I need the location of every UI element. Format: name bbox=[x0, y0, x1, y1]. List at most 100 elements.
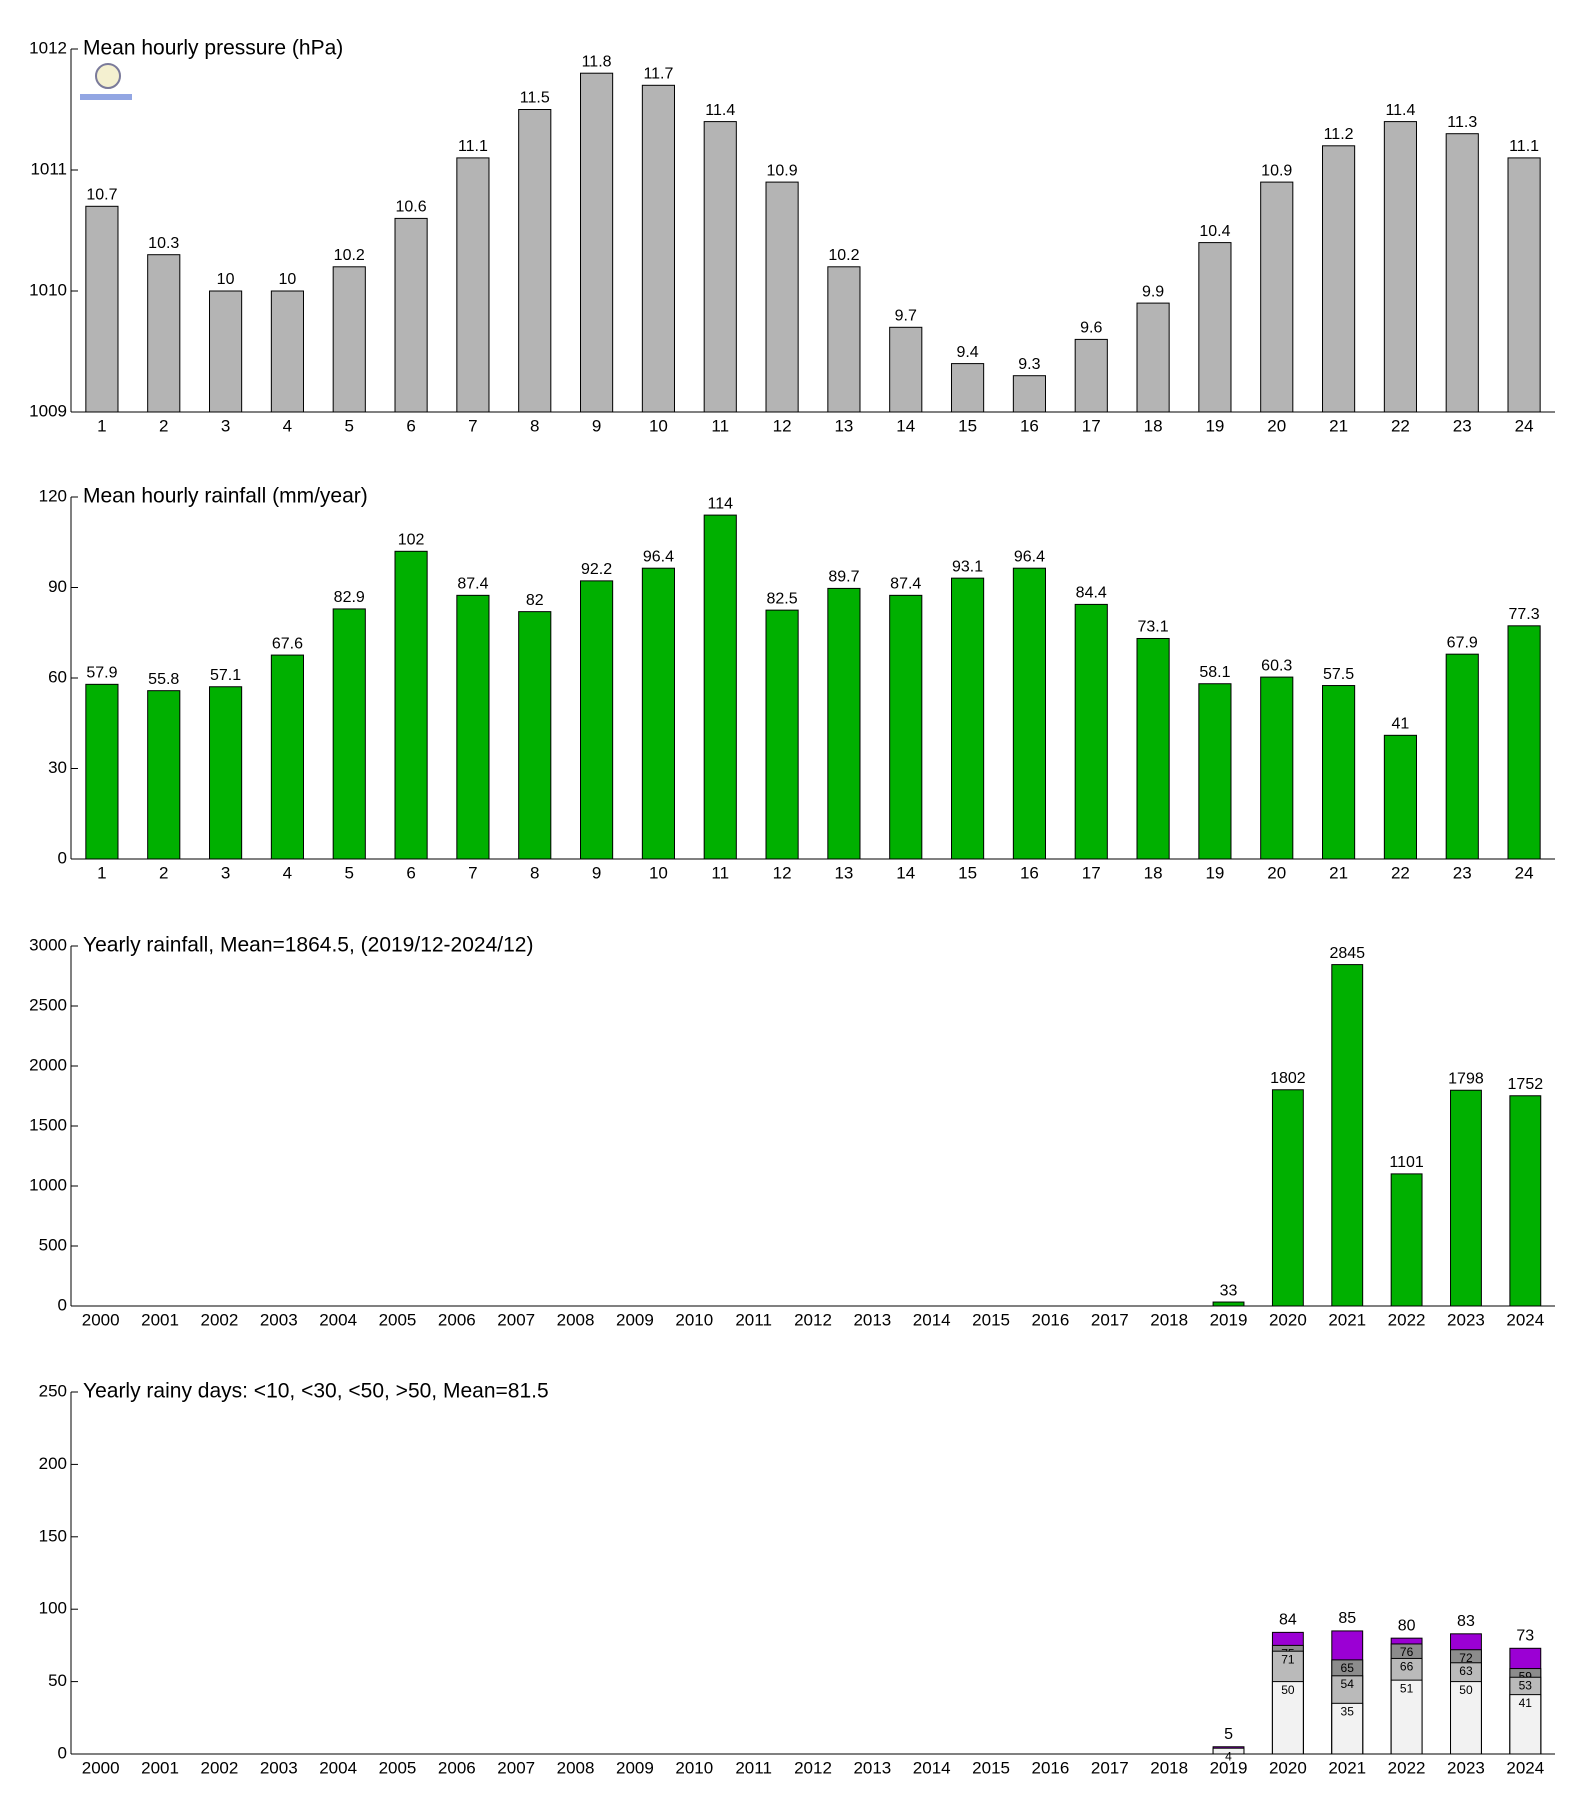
x-tick-label: 22 bbox=[1391, 863, 1410, 882]
value-label: 50 bbox=[1281, 1683, 1295, 1697]
value-label: 10.7 bbox=[86, 187, 117, 204]
x-tick-label: 2017 bbox=[1091, 1310, 1129, 1329]
value-label: 41 bbox=[1392, 716, 1410, 733]
bar bbox=[1074, 603, 1108, 860]
y-tick-label: 2000 bbox=[29, 1055, 67, 1074]
x-tick-label: 2005 bbox=[379, 1310, 417, 1329]
x-tick-label: 1 bbox=[97, 416, 106, 435]
x-tick-label: 2 bbox=[159, 416, 168, 435]
bar bbox=[827, 266, 861, 413]
bar bbox=[1383, 734, 1417, 860]
bar bbox=[765, 181, 799, 413]
value-label: 73.1 bbox=[1138, 619, 1169, 636]
x-tick-label: 2012 bbox=[794, 1758, 832, 1777]
y-tick-label: 60 bbox=[48, 667, 67, 686]
bar bbox=[580, 72, 614, 413]
bar bbox=[1507, 157, 1541, 413]
value-label: 114 bbox=[707, 495, 733, 512]
bar bbox=[1450, 1089, 1482, 1307]
bar bbox=[827, 587, 861, 860]
x-tick-label: 10 bbox=[649, 416, 668, 435]
bar bbox=[518, 109, 552, 413]
bar bbox=[1509, 1095, 1542, 1307]
value-label: 51 bbox=[1400, 1681, 1414, 1695]
bar bbox=[518, 611, 552, 860]
value-label: 76 bbox=[1400, 1645, 1414, 1659]
bar bbox=[147, 254, 181, 413]
value-label: 1101 bbox=[1389, 1154, 1424, 1171]
x-tick-label: 2021 bbox=[1328, 1310, 1366, 1329]
bar bbox=[270, 290, 304, 413]
bar bbox=[1260, 181, 1294, 413]
chart-title: Yearly rainfall, Mean=1864.5, (2019/12-2… bbox=[83, 934, 533, 957]
bar bbox=[641, 567, 675, 860]
x-tick-label: 2017 bbox=[1091, 1758, 1129, 1777]
value-label: 10.3 bbox=[148, 235, 179, 252]
y-tick-label: 1011 bbox=[30, 159, 67, 178]
x-tick-label: 2020 bbox=[1269, 1758, 1307, 1777]
y-tick-label: 0 bbox=[58, 848, 67, 867]
value-label: 89.7 bbox=[828, 569, 859, 586]
value-label: 1802 bbox=[1270, 1070, 1306, 1087]
x-tick-label: 13 bbox=[834, 416, 853, 435]
x-tick-label: 2013 bbox=[853, 1310, 891, 1329]
x-tick-label: 7 bbox=[468, 863, 477, 882]
x-tick-label: 24 bbox=[1515, 863, 1534, 882]
x-tick-label: 2024 bbox=[1506, 1310, 1544, 1329]
value-label: 92.2 bbox=[581, 561, 612, 578]
y-tick-label: 2500 bbox=[29, 995, 67, 1014]
x-tick-label: 2007 bbox=[497, 1758, 535, 1777]
value-label: 11.1 bbox=[458, 138, 488, 155]
x-tick-label: 22 bbox=[1391, 416, 1410, 435]
value-label: 11.3 bbox=[1447, 114, 1477, 131]
x-tick-label: 6 bbox=[406, 416, 415, 435]
x-tick-label: 2004 bbox=[319, 1758, 357, 1777]
bar bbox=[1012, 567, 1046, 860]
x-tick-label: 2014 bbox=[913, 1758, 951, 1777]
x-tick-label: 4 bbox=[283, 863, 292, 882]
value-label: 72 bbox=[1459, 1651, 1473, 1665]
x-tick-label: 2006 bbox=[438, 1758, 476, 1777]
x-tick-label: 16 bbox=[1020, 416, 1039, 435]
value-label: 82.9 bbox=[334, 589, 365, 606]
value-label: 82 bbox=[526, 592, 544, 609]
x-tick-label: 2013 bbox=[853, 1758, 891, 1777]
x-tick-label: 2007 bbox=[497, 1310, 535, 1329]
bar-segment bbox=[1331, 1702, 1364, 1755]
value-label: 80 bbox=[1398, 1617, 1416, 1634]
bar bbox=[332, 266, 366, 413]
value-label: 67.9 bbox=[1447, 634, 1478, 651]
bar bbox=[209, 290, 243, 413]
bar bbox=[332, 608, 366, 860]
value-label: 87.4 bbox=[457, 576, 488, 593]
bar bbox=[85, 683, 119, 860]
y-tick-label: 250 bbox=[39, 1381, 67, 1400]
value-label: 5 bbox=[1224, 1726, 1233, 1743]
x-tick-label: 2023 bbox=[1447, 1310, 1485, 1329]
x-tick-label: 17 bbox=[1082, 416, 1101, 435]
bar bbox=[270, 654, 304, 860]
value-label: 33 bbox=[1220, 1282, 1238, 1299]
y-tick-label: 1010 bbox=[29, 280, 67, 299]
value-label: 9.7 bbox=[895, 308, 917, 325]
value-label: 93.1 bbox=[952, 558, 983, 575]
y-tick-label: 1000 bbox=[29, 1175, 67, 1194]
x-tick-label: 2016 bbox=[1032, 1758, 1070, 1777]
y-tick-label: 120 bbox=[39, 486, 67, 505]
y-tick-label: 150 bbox=[39, 1526, 67, 1545]
value-label: 9.3 bbox=[1018, 356, 1040, 373]
bar bbox=[1074, 338, 1108, 413]
x-tick-label: 2000 bbox=[82, 1310, 120, 1329]
x-tick-label: 2000 bbox=[82, 1758, 120, 1777]
value-label: 10.9 bbox=[767, 162, 798, 179]
x-tick-label: 11 bbox=[711, 416, 729, 435]
x-tick-label: 17 bbox=[1082, 863, 1101, 882]
x-tick-label: 11 bbox=[711, 863, 729, 882]
x-tick-label: 20 bbox=[1267, 416, 1286, 435]
x-tick-label: 18 bbox=[1144, 863, 1163, 882]
x-tick-label: 6 bbox=[406, 863, 415, 882]
x-tick-label: 2008 bbox=[557, 1758, 595, 1777]
value-label: 83 bbox=[1457, 1613, 1475, 1630]
bar bbox=[641, 84, 675, 413]
